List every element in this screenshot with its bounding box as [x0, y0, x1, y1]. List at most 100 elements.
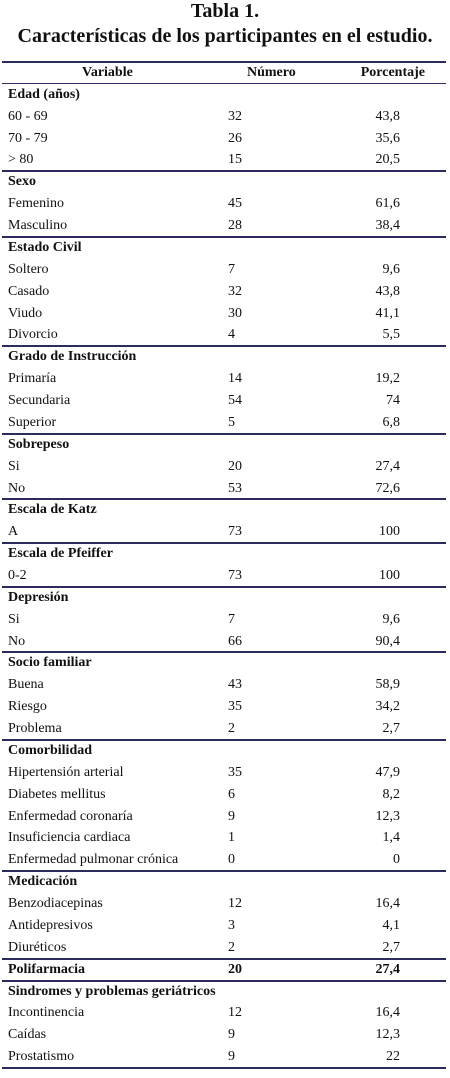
rule: [2, 957, 446, 960]
row-cell: 2: [228, 939, 235, 955]
row-cell: 30: [228, 305, 242, 321]
row-cell: 27,4: [375, 458, 401, 474]
row-cell: Problema: [8, 721, 62, 737]
rule: [2, 651, 446, 654]
section-heading: Sobrepeso: [8, 436, 70, 452]
row-cell: 45: [228, 196, 242, 212]
row-cell: Divorcio: [8, 327, 58, 343]
rule: [2, 235, 446, 238]
row-cell: Superior: [8, 414, 57, 430]
row-cell: Diabetes mellitus: [8, 786, 106, 802]
row-cell: Soltero: [8, 261, 49, 277]
row-cell: 12: [228, 896, 242, 912]
row-cell: 43,8: [375, 283, 401, 299]
rule: [2, 870, 446, 873]
row-cell: Si: [8, 458, 20, 474]
rule: [2, 498, 446, 501]
row-cell: 9,6: [382, 611, 401, 627]
row-cell: 2,7: [382, 721, 401, 737]
row-cell: 2,7: [382, 939, 401, 955]
row-cell: 4,1: [382, 917, 401, 933]
row-cell: 20,5: [375, 152, 401, 168]
row-cell: 35: [228, 699, 242, 715]
row-cell: 54: [228, 393, 242, 409]
section-heading: Edad (años): [8, 86, 80, 102]
row-cell: 9,6: [382, 261, 401, 277]
row-cell: Secundaria: [8, 393, 71, 409]
rule: [2, 345, 446, 348]
row-cell: 5,5: [382, 327, 401, 343]
row-cell: Prostatismo: [8, 1049, 75, 1065]
row-cell: 1,4: [382, 830, 401, 846]
row-cell: Antidepresivos: [8, 917, 93, 933]
row-cell: 26: [228, 130, 242, 146]
section-row: 20: [228, 961, 242, 977]
row-cell: 60 - 69: [8, 108, 48, 124]
row-cell: 19,2: [375, 371, 401, 387]
rule: [2, 1067, 446, 1069]
row-cell: 41,1: [375, 305, 401, 321]
row-cell: Enfermedad pulmonar crónica: [8, 852, 179, 868]
row-cell: 47,9: [375, 764, 401, 780]
row-cell: 90,4: [375, 633, 401, 649]
row-cell: 73: [228, 568, 242, 583]
row-cell: 58,9: [375, 677, 401, 693]
row-cell: 12,3: [375, 1027, 401, 1043]
row-cell: 6,8: [382, 414, 401, 430]
row-cell: 16,4: [375, 896, 401, 912]
row-cell: 12: [228, 1005, 242, 1021]
rule: [2, 432, 446, 435]
row-cell: 15: [228, 152, 242, 168]
row-cell: 35,6: [375, 130, 401, 146]
row-cell: 32: [228, 283, 242, 299]
section-heading: Grado de Instrucción: [8, 349, 137, 365]
row-cell: Casado: [8, 283, 50, 299]
rule: [2, 170, 446, 173]
row-cell: 6: [228, 786, 235, 802]
section-row: 27,4: [375, 961, 401, 977]
rule: [2, 61, 446, 63]
header-cell: Porcentaje: [360, 65, 425, 80]
row-cell: 20: [228, 458, 242, 474]
rule: [2, 542, 446, 545]
section-heading: Comorbilidad: [8, 742, 93, 758]
row-cell: 5: [228, 414, 235, 430]
row-cell: 73: [228, 524, 242, 540]
section-heading: Depresión: [8, 589, 69, 605]
row-cell: 66: [228, 633, 242, 649]
table-subtitle: Características de los participantes en …: [17, 25, 433, 47]
row-cell: 74: [386, 393, 400, 409]
row-cell: 14: [228, 371, 242, 387]
section-heading: Socio familiar: [8, 655, 92, 671]
rule: [2, 979, 446, 982]
row-cell: 72,6: [375, 480, 401, 496]
table-title: Tabla 1.: [190, 0, 260, 22]
row-cell: 70 - 79: [8, 130, 48, 146]
row-cell: 0: [393, 852, 400, 868]
section-heading: Escala de Katz: [8, 502, 97, 518]
row-cell: 35: [228, 764, 242, 780]
row-cell: Diuréticos: [8, 939, 67, 955]
row-cell: 0: [228, 852, 235, 868]
row-cell: 43: [228, 677, 242, 693]
row-cell: 16,4: [375, 1005, 401, 1021]
row-cell: 7: [228, 261, 235, 277]
row-cell: > 80: [8, 152, 34, 168]
row-cell: Si: [8, 611, 20, 627]
row-cell: No: [8, 633, 26, 649]
section-heading: Medicación: [8, 874, 78, 890]
row-cell: 9: [228, 1049, 235, 1065]
row-cell: 2: [228, 721, 235, 737]
section-heading: Estado Civil: [8, 239, 82, 255]
row-cell: 3: [228, 917, 235, 933]
row-cell: 9: [228, 1027, 235, 1043]
rule: [2, 738, 446, 741]
row-cell: Caídas: [8, 1027, 47, 1043]
section-heading: Sexo: [8, 174, 36, 190]
header-cell: Variable: [82, 65, 133, 80]
row-cell: 22: [386, 1049, 400, 1065]
header-cell: Número: [247, 65, 296, 80]
row-cell: Benzodiacepinas: [8, 896, 103, 912]
row-cell: Hipertensión arterial: [8, 764, 124, 780]
